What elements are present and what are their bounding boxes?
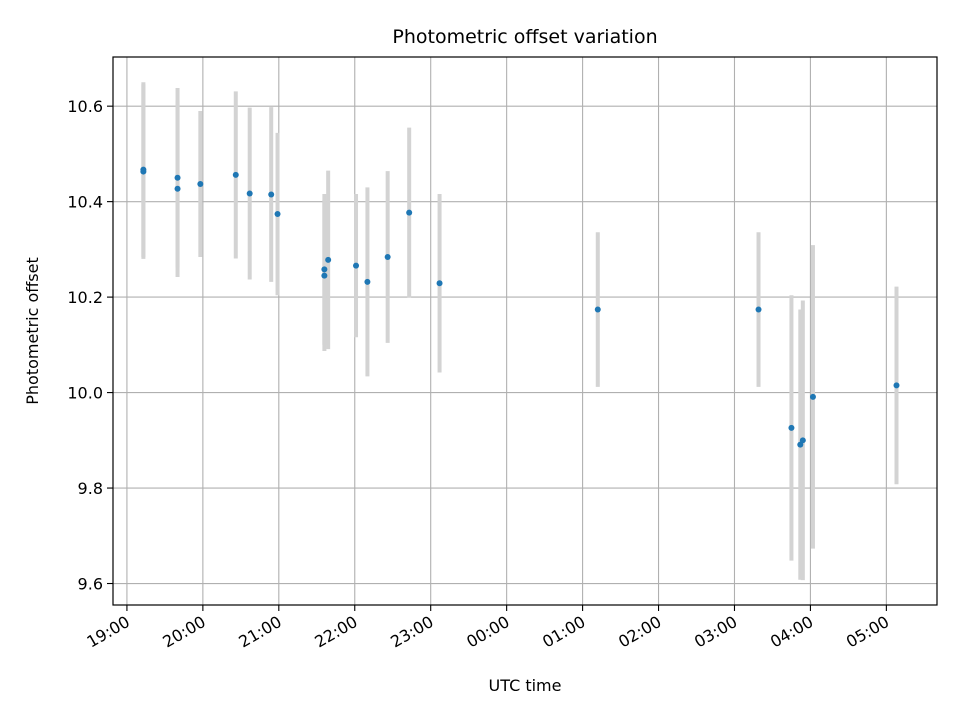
x-tick-label: 22:00 — [311, 612, 360, 652]
y-tick-label: 10.0 — [67, 384, 103, 403]
y-axis: 9.6 9.8 10.0 10.2 10.4 10.6 — [67, 97, 113, 594]
y-tick-label: 10.6 — [67, 97, 103, 116]
data-point — [321, 266, 328, 273]
y-tick-label: 10.4 — [67, 193, 103, 212]
x-tick-label: 01:00 — [539, 612, 588, 652]
data-point — [755, 306, 762, 313]
plot-frame — [112, 56, 938, 606]
y-tick-label: 10.2 — [67, 288, 103, 307]
x-tick-label: 02:00 — [615, 612, 664, 652]
data-point — [809, 393, 816, 400]
x-tick-label: 21:00 — [235, 612, 284, 652]
data-point — [788, 424, 795, 431]
data-point — [893, 382, 900, 389]
data-point — [268, 191, 275, 198]
x-tick-label: 20:00 — [159, 612, 208, 652]
y-axis-label: Photometric offset — [23, 257, 42, 405]
x-tick-label: 03:00 — [691, 612, 740, 652]
data-point — [274, 211, 281, 218]
data-point — [174, 185, 181, 192]
x-axis: 19:00 20:00 21:00 22:00 23:00 00:00 01:00 02:00… — [83, 605, 892, 652]
data-point — [140, 168, 147, 175]
x-tick-label: 00:00 — [463, 612, 512, 652]
x-tick-label: 04:00 — [767, 612, 816, 652]
data-point — [384, 254, 391, 261]
data-point — [197, 180, 204, 187]
x-tick-label: 05:00 — [843, 612, 892, 652]
y-tick-label: 9.8 — [78, 479, 103, 498]
x-tick-label: 23:00 — [387, 612, 436, 652]
y-tick-label: 9.6 — [78, 575, 103, 594]
data-point — [364, 278, 371, 285]
data-point — [325, 256, 332, 263]
data-point — [232, 171, 239, 178]
data-point — [799, 437, 806, 444]
data-point — [321, 272, 328, 279]
x-axis-label: UTC time — [489, 676, 562, 695]
error-bars — [141, 82, 899, 581]
data-points — [140, 166, 900, 448]
data-point — [246, 190, 253, 197]
data-point — [406, 209, 413, 216]
x-tick-label: 19:00 — [83, 612, 132, 652]
data-point — [353, 262, 360, 269]
data-point — [594, 306, 601, 313]
chart-title: Photometric offset variation — [392, 26, 657, 48]
data-point — [174, 174, 181, 181]
data-point — [436, 280, 443, 287]
